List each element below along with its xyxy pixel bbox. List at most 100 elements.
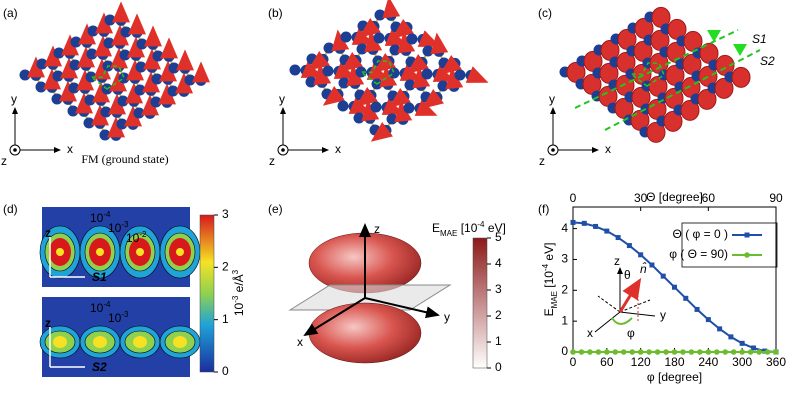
atom [52, 70, 64, 82]
z-axis-dot [551, 148, 555, 152]
atom [35, 81, 47, 93]
data-point [694, 306, 700, 312]
legend-marker [744, 252, 750, 258]
axis-letter: x [335, 142, 341, 156]
z-axis-dot [13, 148, 17, 152]
spin-arrow [430, 32, 449, 55]
n-vector [618, 277, 642, 313]
spin-density [731, 66, 751, 88]
y-tick-label: 1 [561, 313, 568, 327]
atom [306, 53, 318, 65]
cut-marker [733, 44, 747, 56]
atom [133, 107, 145, 119]
panel-label: (a) [3, 6, 18, 20]
contour-label-part: 10 [126, 231, 140, 245]
x2-tick-label: 60 [702, 191, 716, 205]
colorbar-label-part: e/Å [231, 274, 246, 295]
colorbar-label-part: -4 [477, 220, 485, 229]
y-tick-label: 4 [561, 221, 568, 235]
caption: FM (ground state) [81, 152, 168, 166]
axis-letter: x [297, 335, 303, 349]
axis-letter: x [605, 142, 611, 156]
data-point [747, 349, 754, 355]
spin-arrow [331, 29, 350, 52]
data-point [629, 349, 636, 355]
z-axis-dot [281, 148, 285, 152]
x2-axis-label: Θ [degree] [646, 190, 703, 204]
data-point [595, 349, 602, 355]
data-point [570, 349, 576, 355]
atom [67, 105, 79, 117]
colorbar-tick-label: 0 [495, 360, 502, 374]
colorbar-tick-label: 3 [222, 207, 229, 221]
data-point [646, 349, 652, 355]
axis-letter: z [45, 226, 51, 240]
colorbar [199, 214, 215, 373]
data-point [717, 326, 723, 332]
axis-letter: y [549, 92, 555, 106]
spin-arrow [439, 54, 463, 75]
contour-label-part: -2 [139, 230, 147, 239]
data-point [649, 262, 655, 268]
contour-label: 10-3 [108, 310, 129, 326]
x-tick-label: 60 [600, 355, 614, 369]
y-axis-label-part: E [542, 308, 556, 316]
atom [357, 20, 369, 32]
atom [69, 59, 81, 71]
data-point [773, 349, 779, 355]
phi-arc [611, 317, 633, 325]
atom [70, 36, 82, 48]
inset-axis [619, 311, 656, 317]
spin-arrow [346, 64, 365, 87]
data-point [637, 349, 644, 355]
inset-label: n̂ [640, 261, 647, 276]
inset-label: z [614, 254, 620, 268]
inset-label: φ [627, 326, 635, 340]
atom [103, 37, 115, 49]
x-tick-label: 300 [732, 355, 752, 369]
colorbar-label-part: E [432, 221, 440, 235]
atom [84, 94, 96, 106]
atom [356, 43, 368, 55]
colorbar-tick-label: 2 [222, 260, 229, 274]
atom [370, 101, 382, 113]
data-point [672, 284, 677, 290]
data-point [615, 235, 621, 241]
data-point [750, 345, 756, 351]
spin-arrow [406, 53, 430, 74]
data-point [581, 220, 587, 226]
atom [405, 56, 417, 68]
spin-arrow [379, 65, 398, 88]
legend-label: Θ ( φ = 0 ) [673, 227, 728, 241]
atom [404, 79, 416, 91]
atom [120, 26, 132, 38]
data-point [620, 349, 627, 355]
axis-letter: z [539, 154, 545, 168]
contour-label: 10-2 [126, 230, 147, 246]
cut-label: S2 [760, 54, 775, 68]
atom [437, 80, 449, 92]
spin-arrow [445, 67, 464, 90]
data-point [722, 349, 729, 355]
atom [152, 50, 164, 62]
axis-letter: z [269, 154, 275, 168]
unit-cell [628, 62, 665, 87]
data-point [739, 349, 745, 355]
colorbar-label-part: MAE [440, 229, 457, 238]
spin-arrow [397, 31, 416, 54]
panel-label: (f) [538, 202, 549, 216]
colorbar-tick-label: 5 [495, 230, 502, 244]
spin-arrow [412, 66, 431, 89]
atom [134, 84, 146, 96]
data-point [683, 295, 689, 301]
atom [99, 129, 111, 141]
contour-label-part: -3 [121, 220, 129, 229]
contour [173, 336, 187, 348]
data-point [705, 349, 712, 355]
atom [387, 90, 399, 102]
data-point [612, 349, 619, 355]
x-tick-label: 120 [631, 355, 651, 369]
x-axis-label: φ [degree] [647, 370, 702, 384]
atom [323, 42, 335, 54]
contour-label: 10-3 [108, 220, 129, 236]
